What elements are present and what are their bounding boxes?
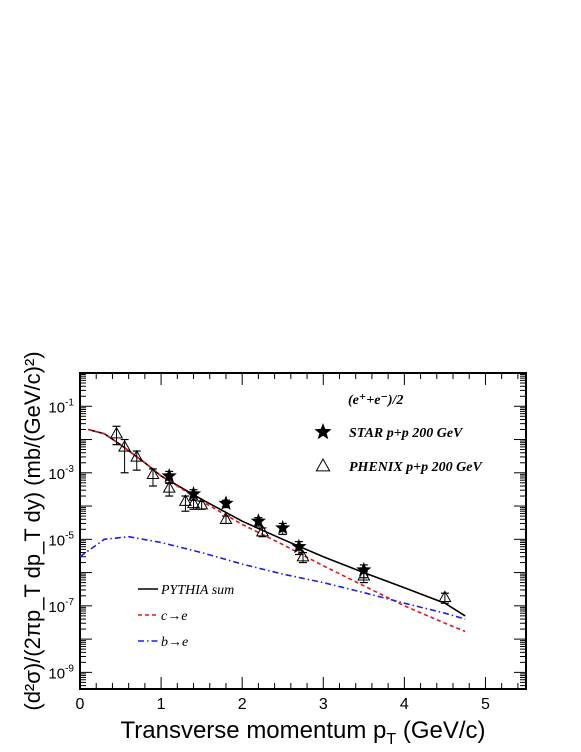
x-tick-label: 4 <box>400 696 409 713</box>
y-tick-label: 10-5 <box>48 530 74 549</box>
legend: STAR p+p 200 GeV PHENIX p+p 200 GeV PYTHIA… <box>138 423 483 650</box>
y-tick-label: 10-9 <box>48 663 74 682</box>
data-point-triangle <box>357 568 371 581</box>
legend-curve-label: c→e <box>161 609 187 624</box>
data-point-triangle <box>146 467 160 480</box>
data-point-triangle <box>438 590 452 603</box>
y-tick-label: 10-7 <box>48 597 74 616</box>
data-point-star <box>161 468 177 483</box>
data-point-star <box>218 495 234 510</box>
data-point-triangle <box>195 497 209 510</box>
x-tick-label: 1 <box>157 696 166 713</box>
data-point-triangle <box>118 439 132 452</box>
x-tick-label: 2 <box>238 696 247 713</box>
data-point-triangle <box>219 512 233 524</box>
markers <box>109 425 452 604</box>
y-tick-label: 10-1 <box>48 397 74 416</box>
data-point-triangle <box>178 494 192 506</box>
x-tick-label: 5 <box>481 696 490 713</box>
curve-2 <box>79 535 466 620</box>
data-point-star <box>185 486 202 501</box>
x-tick-label: 3 <box>319 696 328 713</box>
legend-triangle-symbol <box>315 457 331 472</box>
legend-curve-label: PYTHIA sum <box>160 583 234 598</box>
curve-0 <box>87 428 466 617</box>
plot-frame <box>79 372 527 690</box>
curve-1 <box>87 428 466 633</box>
data-point-triangle <box>296 549 310 562</box>
data-point-star <box>250 513 266 528</box>
y-tick-label: 10-3 <box>48 464 74 483</box>
legend-star-symbol <box>314 423 332 440</box>
data-point-star <box>291 538 307 554</box>
curves <box>79 428 466 633</box>
legend-marker-label: STAR p+p 200 GeV <box>349 426 464 441</box>
data-point-triangle <box>109 426 124 439</box>
data-point-triangle <box>186 496 201 509</box>
y-axis-label: (d²σ)/(2πp_T dp_T dy) (mb/(GeV/c)²) <box>20 351 45 710</box>
axes: 0 1 2 3 4 5 10-1 10-3 10-5 10-7 10-9 <box>48 373 526 713</box>
x-tick-label: 0 <box>76 696 85 713</box>
data-point-triangle <box>255 524 270 537</box>
data-point-star <box>275 519 291 535</box>
legend-marker-label: PHENIX p+p 200 GeV <box>349 460 483 475</box>
annotation-charge: (e⁺+e⁻)/2 <box>348 393 403 408</box>
x-axis-label-sub: T <box>386 731 396 748</box>
legend-curve-label: b→e <box>161 635 188 650</box>
data-point-triangle <box>130 449 144 462</box>
x-axis-label: Transverse momentum pT (GeV/c) <box>121 717 486 748</box>
data-point-triangle <box>162 480 176 493</box>
